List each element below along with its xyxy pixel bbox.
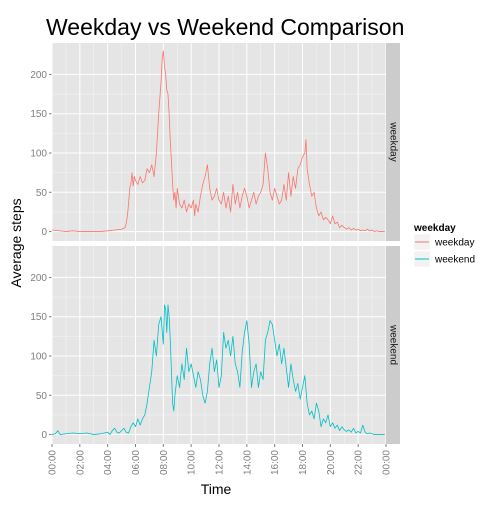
y-tick-label: 200 (30, 70, 47, 81)
legend-label-weekday: weekday (434, 238, 474, 249)
x-tick-label: 00:00 (382, 450, 393, 475)
y-tick-label: 50 (36, 391, 48, 402)
strip-background (386, 43, 400, 241)
y-tick-label: 0 (41, 227, 47, 238)
y-axis-title: Average steps (8, 198, 24, 287)
y-tick-label: 100 (30, 149, 47, 160)
x-tick-label: 12:00 (215, 450, 226, 475)
y-tick-label: 100 (30, 352, 47, 363)
x-tick-label: 16:00 (270, 450, 281, 475)
x-tick-label: 02:00 (75, 450, 86, 475)
legend-label-weekend: weekend (434, 255, 475, 266)
legend-title: weekday (413, 223, 456, 234)
x-tick-label: 00:00 (48, 450, 59, 475)
x-tick-label: 14:00 (242, 450, 253, 475)
x-tick-label: 08:00 (159, 450, 170, 475)
x-axis-title: Time (201, 481, 232, 497)
x-tick-label: 20:00 (326, 450, 337, 475)
y-tick-label: 200 (30, 273, 47, 284)
panel-weekday: 0 50 100 150 200 weekday (30, 43, 400, 241)
strip-label-weekend: weekend (388, 324, 399, 365)
series-line-weekend (51, 304, 385, 435)
legend: weekday weekday weekend (413, 223, 475, 268)
y-tick-label: 50 (36, 188, 48, 199)
x-tick-label: 06:00 (131, 450, 142, 475)
chart-title: Weekday vs Weekend Comparison (46, 14, 404, 40)
x-tick-label: 04:00 (103, 450, 114, 475)
x-tick-label: 18:00 (298, 450, 309, 475)
y-tick-label: 150 (30, 312, 47, 323)
panel-weekend: 0 50 100 150 200 weekend (30, 246, 400, 444)
y-tick-label: 0 (41, 430, 47, 441)
strip-label-weekday: weekday (388, 121, 399, 161)
x-tick-label: 22:00 (354, 450, 365, 475)
y-tick-label: 150 (30, 109, 47, 120)
strip-background (386, 246, 400, 444)
series-line-weekday (51, 50, 385, 232)
x-tick-label: 10:00 (187, 450, 198, 475)
